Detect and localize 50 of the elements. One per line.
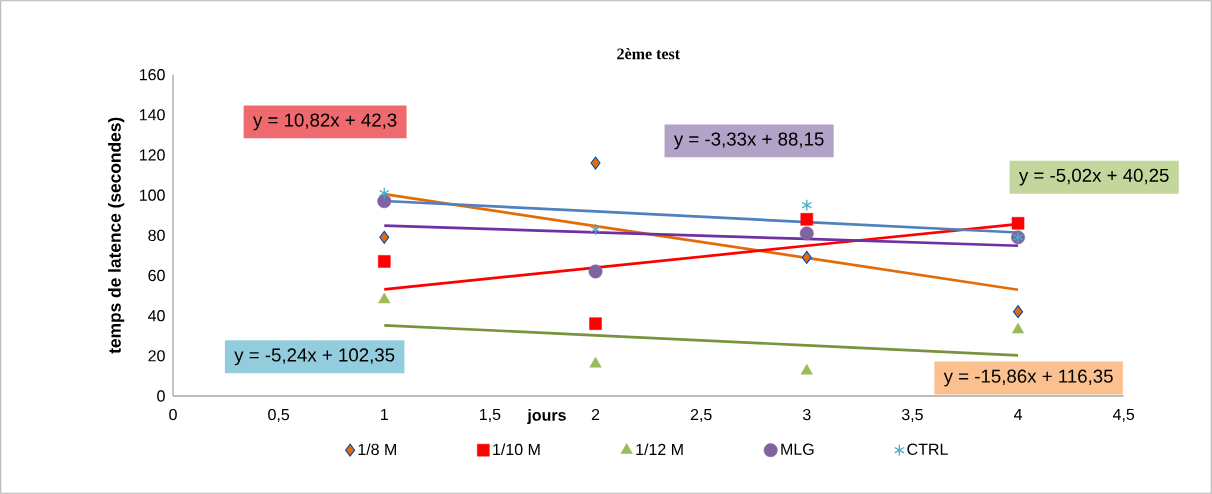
x-tick-label: 2 <box>591 408 600 421</box>
point <box>801 199 813 212</box>
point <box>800 213 814 226</box>
x-tick-label: 1 <box>381 408 388 420</box>
legend-label: CTRL <box>907 443 948 455</box>
point <box>379 230 390 244</box>
y-tick-label: 0 <box>157 390 165 402</box>
point <box>589 356 602 368</box>
point <box>590 223 601 236</box>
x-tick-label: 2,5 <box>690 408 712 423</box>
point <box>377 194 392 209</box>
x-tick-label: 4,5 <box>1112 408 1135 422</box>
legend-label: MLG <box>781 443 814 455</box>
point <box>378 255 391 268</box>
point <box>799 226 814 241</box>
point <box>589 317 602 330</box>
legend-label: 1/10 M <box>493 443 540 456</box>
chart-title: 2ème test <box>617 48 681 60</box>
x-tick-label: 3,5 <box>901 408 923 423</box>
x-tick-label: 1,5 <box>479 408 501 422</box>
legend-label: 1/8 M <box>358 443 396 456</box>
point <box>800 363 813 375</box>
y-tick-label: 100 <box>139 189 165 201</box>
point <box>590 156 601 170</box>
annotation: y = -5,02x + 40,25 <box>1019 168 1169 186</box>
y-tick-label: 140 <box>139 109 165 121</box>
point <box>1012 322 1025 334</box>
point <box>1011 217 1025 230</box>
y-tick-label: 80 <box>148 229 165 241</box>
annotation: y = -3,33x + 88,15 <box>673 132 824 150</box>
x-tick-label: 3 <box>802 408 811 421</box>
x-axis-title: jours <box>527 409 566 424</box>
point <box>1013 305 1024 319</box>
y-tick-label: 40 <box>148 310 165 322</box>
annotation: y = -5,24x + 102,35 <box>234 348 395 366</box>
y-tick-label: 160 <box>139 69 165 81</box>
x-tick-label: 4 <box>1013 408 1023 420</box>
point <box>801 250 812 264</box>
y-axis-title: temps de latence (secondes) <box>108 117 125 354</box>
point <box>378 187 390 200</box>
y-tick-label: 60 <box>148 269 165 282</box>
y-tick-label: 20 <box>148 350 165 362</box>
point <box>378 292 391 304</box>
y-tick-label: 120 <box>139 149 165 161</box>
point <box>588 264 603 279</box>
annotation: y = -15,86x + 116,35 <box>943 369 1113 387</box>
legend-label: 1/12 M <box>636 443 683 456</box>
x-tick-label: 0,5 <box>268 408 290 423</box>
x-tick-label: 0 <box>169 408 177 421</box>
annotation: y = 10,82x + 42,3 <box>253 113 397 131</box>
